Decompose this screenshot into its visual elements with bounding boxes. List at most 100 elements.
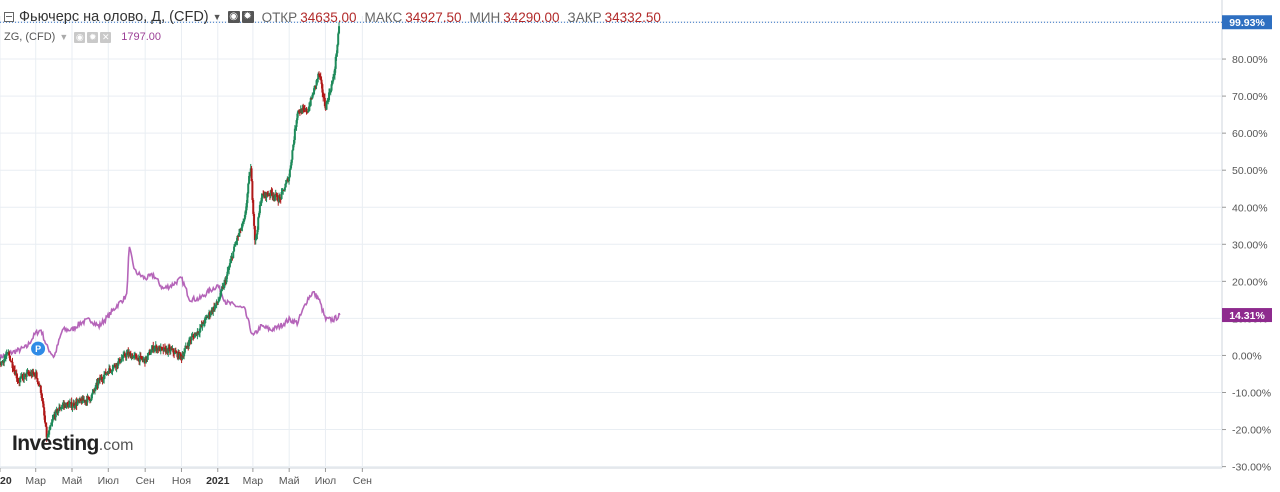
candle-body	[140, 356, 143, 359]
candle-body	[167, 347, 170, 353]
candle-body	[321, 84, 324, 93]
low-value: 34290.00	[503, 9, 560, 25]
candle-body	[201, 322, 204, 327]
candle-body	[322, 92, 325, 97]
x-tick-label: Сен	[353, 475, 372, 487]
candle-body	[159, 346, 162, 352]
candle-body	[296, 113, 299, 121]
candle-body	[295, 120, 298, 127]
candle-body	[334, 56, 337, 69]
compare-name[interactable]: ZG, (CFD)	[4, 31, 56, 43]
candle-body	[232, 251, 235, 259]
candle-body	[313, 85, 316, 89]
candle-body	[93, 389, 96, 391]
candle-body	[15, 373, 18, 379]
y-tick-label: 20.00%	[1232, 276, 1268, 288]
candle-body	[153, 348, 156, 351]
x-tick-label: Май	[279, 475, 300, 487]
candle-body	[27, 372, 30, 374]
compare-chevron-down-icon[interactable]: ▼	[59, 32, 69, 42]
candle-body	[43, 415, 46, 423]
candle-body	[327, 100, 330, 102]
candle-body	[88, 396, 91, 399]
candle-body	[39, 385, 42, 393]
candle-body	[284, 183, 287, 188]
candle-body	[91, 392, 94, 395]
x-tick-label: Май	[62, 475, 83, 487]
candle-body	[16, 378, 19, 381]
candle-body	[318, 73, 321, 77]
x-tick-label: 2021	[206, 475, 230, 487]
candle-body	[320, 79, 323, 85]
candle-body	[301, 108, 304, 114]
candle-body	[12, 368, 15, 371]
open-value: 34635.00	[300, 9, 357, 25]
candle-body	[197, 331, 200, 333]
compare-close-icon[interactable]: ✕	[100, 31, 112, 43]
candle-body	[333, 68, 336, 76]
candle-body	[335, 53, 338, 57]
candle-body	[225, 276, 228, 283]
instrument-name[interactable]: Фьючерс на олово, Д, (CFD)	[19, 9, 209, 25]
candle-body	[51, 419, 54, 423]
candle-body	[100, 377, 103, 380]
candle-body	[310, 98, 313, 100]
candle-body	[18, 378, 21, 383]
candle-body	[245, 203, 248, 211]
candle-body	[214, 304, 217, 306]
ohlc-values: ОТКР 34635.00 МАКС 34927.50 МИН 34290.00…	[262, 10, 661, 25]
candle-body	[312, 94, 315, 96]
candle-body	[121, 357, 124, 359]
eye-icon[interactable]: ◉	[227, 11, 240, 23]
candle-body	[42, 401, 45, 408]
candle-body	[246, 193, 249, 204]
candle-body	[110, 370, 113, 372]
gear-icon[interactable]: ✹	[241, 11, 254, 23]
candle-body	[68, 403, 71, 405]
close-label: ЗАКР	[567, 9, 602, 25]
x-tick-label: Мар	[25, 475, 46, 487]
candle-body	[61, 405, 64, 407]
candle-body	[259, 203, 262, 206]
candle-body	[153, 347, 156, 349]
candle-body	[233, 246, 236, 252]
tin-last-badge-bg	[1222, 15, 1272, 30]
candle-body	[235, 240, 238, 243]
compare-header: ZG, (CFD) ▼ ◉ ✹ ✕ 1797.00	[4, 29, 161, 45]
candle-body	[150, 349, 153, 353]
y-tick-label: 40.00%	[1232, 202, 1268, 214]
candle-body	[308, 105, 311, 107]
candle-body	[325, 102, 328, 110]
candle-body	[305, 108, 308, 113]
candle-body	[172, 348, 175, 353]
candle-body	[31, 371, 34, 376]
candle-body	[179, 353, 182, 356]
candle-body	[0, 361, 3, 365]
candle-body	[152, 346, 155, 351]
logo-brand: Investing	[12, 432, 99, 455]
candle-body	[90, 394, 93, 400]
candle-body	[13, 370, 16, 375]
candle-body	[254, 238, 257, 241]
candle-body	[187, 345, 190, 347]
chevron-down-icon[interactable]: ▼	[212, 12, 222, 22]
candle-body	[230, 256, 233, 260]
candle-body	[278, 197, 281, 199]
candle-body	[288, 176, 291, 182]
candle-body	[271, 192, 274, 197]
candle-body	[243, 219, 246, 222]
candle-body	[281, 190, 284, 193]
compare-eye-icon[interactable]: ◉	[74, 31, 86, 43]
candle-body	[52, 416, 55, 420]
candle-body	[198, 328, 201, 333]
candle-body	[142, 359, 145, 361]
collapse-icon[interactable]	[4, 12, 14, 22]
candle-body	[3, 357, 6, 360]
candle-body	[323, 98, 326, 107]
x-tick-label: Июл	[98, 475, 119, 487]
compare-gear-icon[interactable]: ✹	[87, 31, 99, 43]
y-tick-label: 50.00%	[1232, 165, 1268, 177]
candle-body	[120, 358, 123, 362]
candle-body	[35, 372, 38, 379]
candle-body	[243, 214, 246, 220]
